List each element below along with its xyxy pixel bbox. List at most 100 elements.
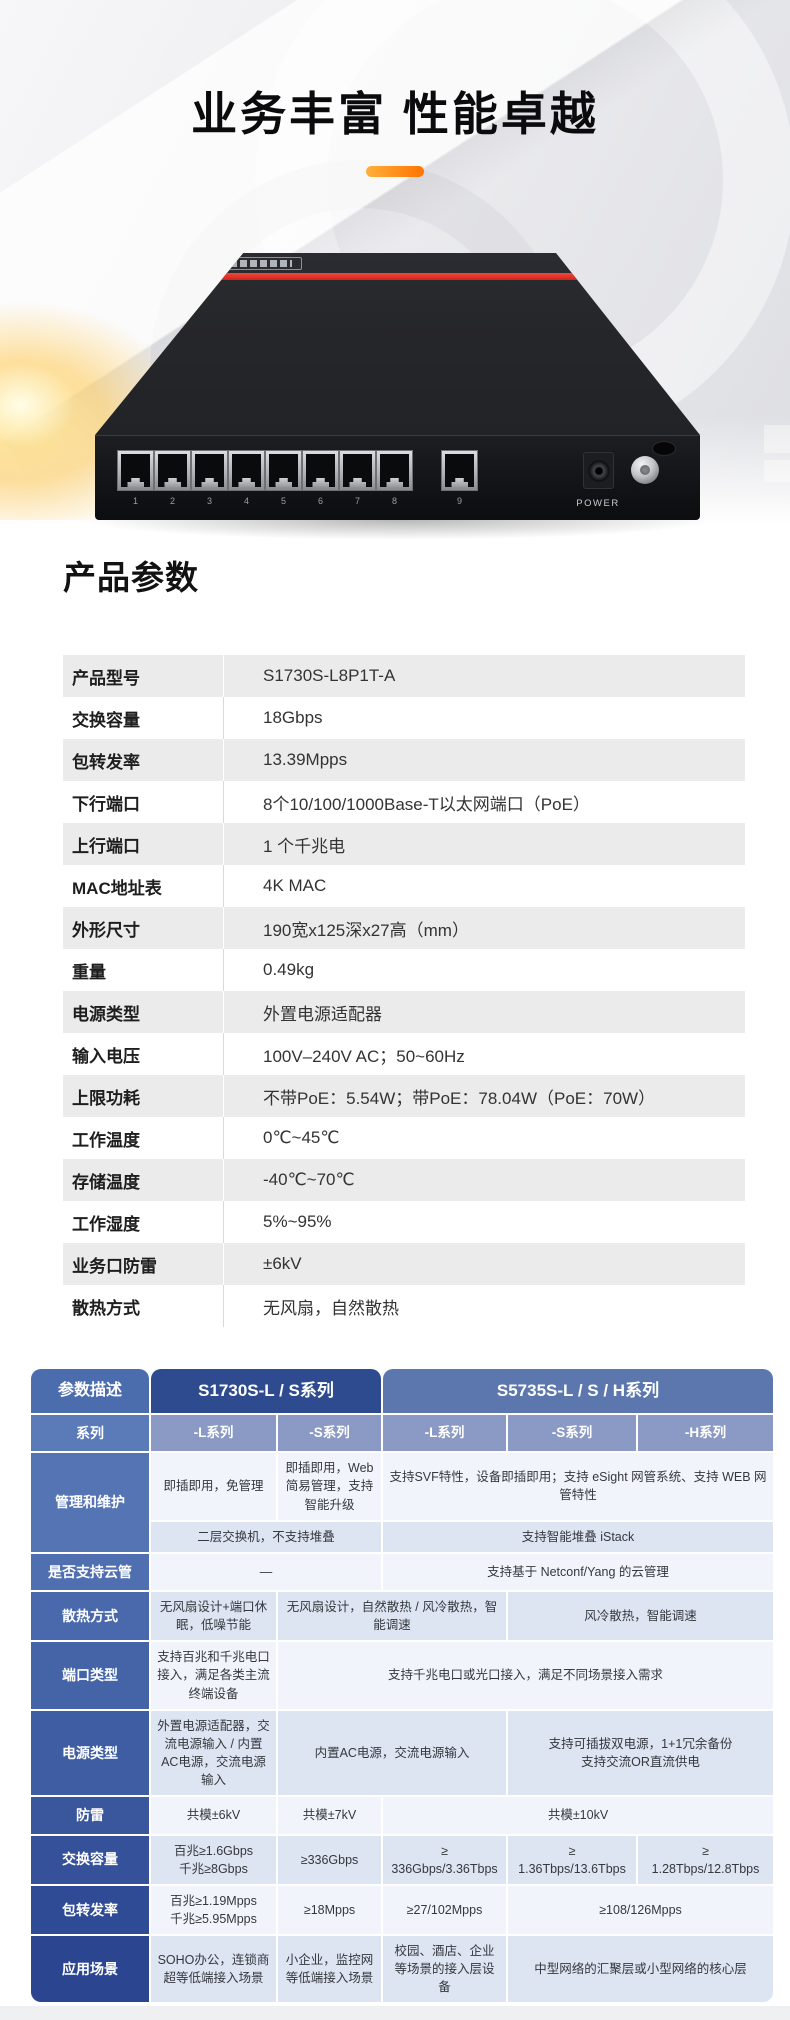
- port-bezel: [441, 450, 478, 491]
- cmp-cell: ≥27/102Mpps: [383, 1885, 506, 1935]
- spec-label: 存储温度: [72, 1172, 140, 1192]
- spec-row: 上限功耗 不带PoE：5.54W；带PoE：78.04W（PoE：70W）: [63, 1075, 745, 1117]
- power-label: POWER: [576, 498, 620, 509]
- cmp-label-cooling: 散热方式: [31, 1592, 149, 1641]
- spec-label: 工作温度: [72, 1130, 140, 1150]
- cmp-cell: SOHO办公，连锁商超等低端接入场景: [151, 1936, 276, 2003]
- dc-barrel: [587, 459, 610, 482]
- cmp-subhead: -S系列: [508, 1415, 636, 1452]
- cmp-cell: 无风扇设计，自然散热 / 风冷散热，智能调速: [278, 1592, 506, 1641]
- spec-row: 上行端口 1 个千兆电: [63, 823, 745, 865]
- spec-label: 下行端口: [72, 794, 140, 814]
- comparison-section: 参数描述 S1730S-L / S系列 S5735S-L / S / H系列 系…: [0, 1327, 790, 2005]
- edge-watermark: [764, 425, 790, 453]
- spec-label: 重量: [72, 962, 106, 982]
- cmp-label-capacity: 交换容量: [31, 1835, 149, 1884]
- port-bezel: [376, 450, 413, 491]
- spec-value: 18Gbps: [223, 697, 745, 739]
- cmp-series-row: 系列 -L系列 -S系列 -L系列 -S系列 -H系列: [31, 1415, 773, 1452]
- cmp-label-cloud: 是否支持云管: [31, 1553, 149, 1591]
- cmp-cell: 支持可插拔双电源，1+1冗余备份 支持交流OR直流供电: [508, 1710, 773, 1796]
- port-number: 1: [132, 496, 138, 506]
- cmp-cell: 支持千兆电口或光口接入，满足不同场景接入需求: [278, 1642, 773, 1709]
- spec-label: 外形尺寸: [72, 920, 140, 940]
- cmp-row-mgmt-a: 管理和维护 即插即用，免管理 即插即用，Web简易管理，支持智能升级 支持SVF…: [31, 1453, 773, 1552]
- cmp-cell: 共模±10kV: [383, 1797, 773, 1834]
- cmp-cell: 即插即用，免管理: [151, 1453, 276, 1520]
- port-bezel: [117, 450, 154, 491]
- cmp-cell: 即插即用，Web简易管理，支持智能升级: [278, 1453, 381, 1520]
- port-bezel: [265, 450, 302, 491]
- spec-label: 散热方式: [72, 1298, 140, 1318]
- cmp-cell: 校园、酒店、企业等场景的接入层设备: [383, 1936, 506, 2003]
- cmp-label-mgmt: 管理和维护: [31, 1453, 149, 1552]
- cmp-header-row: 参数描述 S1730S-L / S系列 S5735S-L / S / H系列: [31, 1369, 773, 1413]
- brand-logo-plate: [209, 257, 302, 270]
- spec-row: 业务口防雷 ±6kV: [63, 1243, 745, 1285]
- rj45-port: 5: [265, 450, 302, 506]
- port-opening: [445, 454, 474, 487]
- cmp-cell: 二层交换机，不支持堆叠: [151, 1521, 381, 1552]
- cmp-label-lightning: 防雷: [31, 1797, 149, 1834]
- spec-row: 电源类型 外置电源适配器: [63, 991, 745, 1033]
- cmp-row-cloud: 是否支持云管 — 支持基于 Netconf/Yang 的云管理: [31, 1553, 773, 1591]
- spec-row: 工作湿度 5%~95%: [63, 1201, 745, 1243]
- device-shadow: [81, 520, 714, 540]
- device-top-face: [95, 253, 700, 435]
- comparison-table: 参数描述 S1730S-L / S系列 S5735S-L / S / H系列 系…: [29, 1367, 775, 2004]
- rj45-port: 9: [441, 450, 478, 506]
- cmp-cell: ≥108/126Mpps: [508, 1885, 773, 1935]
- port-row: 1 2 3 4 5 6 7 8 9: [117, 450, 478, 506]
- cmp-label-scenario: 应用场景: [31, 1936, 149, 2003]
- port-opening: [306, 454, 335, 487]
- spec-value: S1730S-L8P1T-A: [223, 655, 745, 697]
- cmp-label-forwarding: 包转发率: [31, 1885, 149, 1935]
- cmp-cell: ≥ 1.28Tbps/12.8Tbps: [638, 1835, 773, 1884]
- port-number: 6: [317, 496, 323, 506]
- spec-value: -40℃~70℃: [223, 1159, 745, 1201]
- spec-value: 不带PoE：5.54W；带PoE：78.04W（PoE：70W）: [223, 1075, 745, 1117]
- rj45-port: 7: [339, 450, 376, 506]
- spec-value: 13.39Mpps: [223, 739, 745, 781]
- spec-value: 8个10/100/1000Base-T以太网端口（PoE）: [223, 781, 745, 823]
- rj45-port: 2: [154, 450, 191, 506]
- spec-row: 交换容量 18Gbps: [63, 697, 745, 739]
- cmp-cell: 共模±7kV: [278, 1797, 381, 1834]
- device-front-panel: 1 2 3 4 5 6 7 8 9 POWER: [81, 435, 714, 540]
- port-group-uplink: 9: [413, 450, 478, 506]
- spec-row: 存储温度 -40℃~70℃: [63, 1159, 745, 1201]
- cmp-cell: ≥336Gbps: [278, 1835, 381, 1884]
- spec-label: 上行端口: [72, 836, 140, 856]
- cmp-cell: 小企业，监控网等低端接入场景: [278, 1936, 381, 2003]
- cmp-cell: 共模±6kV: [151, 1797, 276, 1834]
- port-number: 8: [391, 496, 397, 506]
- cmp-cell: 内置AC电源，交流电源输入: [278, 1710, 506, 1796]
- port-opening: [121, 454, 150, 487]
- hero-title: 业务丰富 性能卓越: [191, 88, 599, 140]
- cmp-cell: ≥ 336Gbps/3.36Tbps: [383, 1835, 506, 1884]
- spec-value: 4K MAC: [223, 865, 745, 907]
- cmp-subhead: -L系列: [151, 1415, 276, 1452]
- spec-label: 包转发率: [72, 752, 140, 772]
- dc-power-jack: [583, 452, 614, 489]
- port-number: 4: [243, 496, 249, 506]
- rj45-port: 6: [302, 450, 339, 506]
- device-red-stripe: [95, 273, 700, 280]
- port-opening: [158, 454, 187, 487]
- cmp-subhead: -H系列: [638, 1415, 773, 1452]
- port-opening: [232, 454, 261, 487]
- cmp-cell: 百兆≥1.19Mpps 千兆≥5.95Mpps: [151, 1885, 276, 1935]
- port-number: 7: [354, 496, 360, 506]
- spec-table: 产品型号 S1730S-L8P1T-A 交换容量 18Gbps 包转发率 13.39Mpp…: [63, 655, 745, 1327]
- spec-row: 重量 0.49kg: [63, 949, 745, 991]
- cmp-header-s1730: S1730S-L / S系列: [151, 1369, 381, 1413]
- spec-label: 输入电压: [72, 1046, 140, 1066]
- cmp-row-mgmt-b: 二层交换机，不支持堆叠 支持智能堆叠 iStack: [31, 1521, 773, 1552]
- accent-bar: [366, 166, 424, 177]
- port-bezel: [228, 450, 265, 491]
- spec-row: 下行端口 8个10/100/1000Base-T以太网端口（PoE）: [63, 781, 745, 823]
- spec-row: 包转发率 13.39Mpps: [63, 739, 745, 781]
- cmp-label-power-type: 电源类型: [31, 1710, 149, 1796]
- switch-product-image: 1 2 3 4 5 6 7 8 9 POWER: [81, 253, 714, 540]
- spec-row: 散热方式 无风扇，自然散热: [63, 1285, 745, 1327]
